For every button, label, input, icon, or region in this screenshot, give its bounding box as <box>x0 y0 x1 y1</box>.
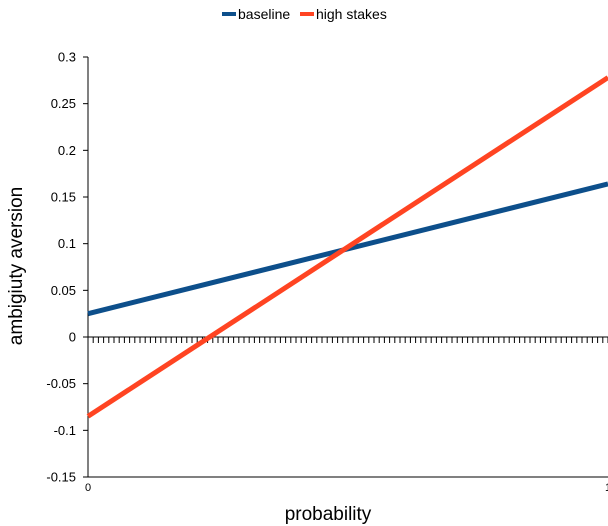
y-tick-label: 0.05 <box>51 283 76 298</box>
legend-label: baseline <box>238 6 290 22</box>
x-tick-label: 1 <box>605 482 608 494</box>
y-tick-label: 0.2 <box>58 143 76 158</box>
y-tick-label: 0.1 <box>58 236 76 251</box>
x-axis: 01 <box>85 336 608 494</box>
x-axis-title: probability <box>285 504 372 525</box>
series-group <box>86 75 608 419</box>
series-line-high-stakes <box>86 75 608 419</box>
y-tick-label: 0 <box>69 330 76 345</box>
y-tick-label: -0.05 <box>46 376 76 391</box>
y-axis-title: ambigiuty aversion <box>6 187 27 345</box>
y-tick-label: 0.3 <box>58 50 76 65</box>
x-tick-label: 0 <box>85 482 91 494</box>
legend: baseline high stakes <box>222 6 387 22</box>
y-tick-label: -0.1 <box>54 423 76 438</box>
y-tick-label: -0.15 <box>46 470 76 485</box>
y-tick-label: 0.25 <box>51 96 76 111</box>
y-tick-label: 0.15 <box>51 190 76 205</box>
y-axis: -0.15 -0.1 -0.05 0 0.05 0.1 0.15 0.2 0.25 0.3 <box>46 50 89 485</box>
legend-label: high stakes <box>316 6 387 22</box>
